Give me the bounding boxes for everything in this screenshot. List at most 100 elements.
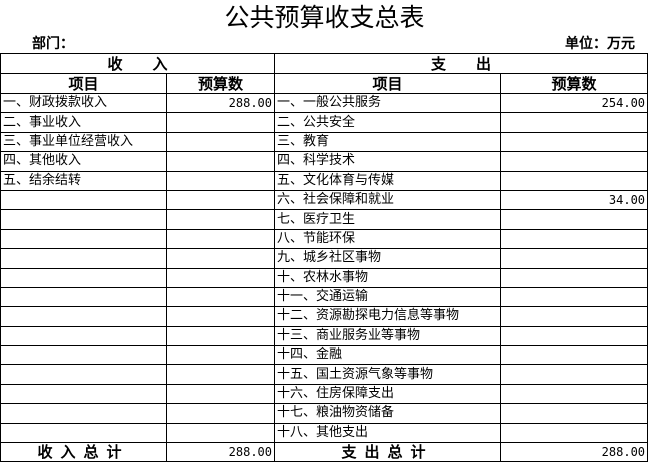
table-row: 十、农林水事物 (0, 267, 649, 288)
table-row: 七、医疗卫生 (0, 209, 649, 230)
table-row: 三、事业单位经营收入 三、教育 (0, 131, 649, 153)
expense-value-cell (500, 228, 649, 250)
expense-value-cell (500, 151, 649, 172)
income-item-cell (0, 364, 167, 385)
expense-value-cell (500, 403, 649, 424)
expense-item-cell: 十四、金融 (274, 345, 502, 366)
expense-item-cell: 一、一般公共服务 (274, 92, 502, 114)
expense-value-cell (500, 364, 649, 385)
income-value-cell (165, 112, 276, 133)
income-value-cell (165, 131, 276, 153)
income-item-cell (0, 383, 167, 405)
expense-total-label: 支出总计 (274, 442, 502, 462)
expense-value-cell (500, 267, 649, 288)
expense-header: 支 出 (274, 53, 649, 74)
income-item-cell (0, 228, 167, 250)
expense-value-cell (500, 306, 649, 327)
table-row: 九、城乡社区事物 (0, 248, 649, 269)
unit-label: 单位：万元 (565, 36, 635, 52)
expense-item-cell: 三、教育 (274, 131, 502, 153)
income-value-cell (165, 248, 276, 269)
expense-item-header: 项目 (274, 73, 502, 94)
table-row: 十二、资源勘探电力信息等事物 (0, 306, 649, 327)
income-item-cell (0, 209, 167, 230)
expense-item-cell: 八、节能环保 (274, 228, 502, 250)
income-value-cell (165, 364, 276, 385)
table-row: 十五、国土资源气象等事物 (0, 364, 649, 385)
income-item-cell (0, 422, 167, 444)
table-row: 十四、金融 (0, 345, 649, 366)
income-item-cell: 四、其他收入 (0, 151, 167, 172)
income-item-header: 项目 (0, 73, 167, 94)
income-total-label: 收入总计 (0, 442, 167, 462)
expense-item-cell: 十六、住房保障支出 (274, 383, 502, 405)
income-value-cell (165, 286, 276, 308)
income-item-cell (0, 345, 167, 366)
table-row: 一、财政拨款收入 288.00 一、一般公共服务 254.00 (0, 92, 649, 114)
expense-item-cell: 六、社会保障和就业 (274, 189, 502, 211)
budget-table: 收 入 支 出 项目 预算数 项目 预算数 一、财政拨款收入 288.00 一、一般… (0, 53, 649, 462)
expense-item-cell: 十七、粮油物资储备 (274, 403, 502, 424)
expense-value-cell (500, 325, 649, 347)
expense-value-cell (500, 112, 649, 133)
expense-value-cell (500, 383, 649, 405)
income-item-cell (0, 403, 167, 424)
expense-value-cell (500, 248, 649, 269)
income-value-cell (165, 345, 276, 366)
income-total-value: 288.00 (165, 442, 276, 462)
table-row: 八、节能环保 (0, 228, 649, 250)
income-value-cell: 288.00 (165, 92, 276, 114)
table-row: 四、其他收入 四、科学技术 (0, 151, 649, 172)
income-item-cell: 二、事业收入 (0, 112, 167, 133)
income-value-cell (165, 422, 276, 444)
expense-value-cell: 254.00 (500, 92, 649, 114)
expense-item-cell: 十八、其他支出 (274, 422, 502, 444)
expense-item-cell: 十、农林水事物 (274, 267, 502, 288)
expense-value-cell (500, 345, 649, 366)
table-row: 五、结余结转 五、文化体育与传媒 (0, 170, 649, 191)
income-header: 收 入 (0, 53, 276, 74)
income-item-cell (0, 306, 167, 327)
expense-total-value: 288.00 (500, 442, 649, 462)
expense-item-cell: 十五、国土资源气象等事物 (274, 364, 502, 385)
page-title: 公共预算收支总表 (224, 3, 425, 32)
income-item-cell (0, 286, 167, 308)
income-value-cell (165, 383, 276, 405)
income-budget-header: 预算数 (165, 73, 276, 94)
expense-value-cell (500, 170, 649, 191)
expense-value-cell (500, 422, 649, 444)
income-value-cell (165, 209, 276, 230)
income-value-cell (165, 228, 276, 250)
expense-value-cell (500, 286, 649, 308)
expense-item-cell: 二、公共安全 (274, 112, 502, 133)
table-row: 二、事业收入 二、公共安全 (0, 112, 649, 133)
income-item-cell: 五、结余结转 (0, 170, 167, 191)
expense-item-cell: 十三、商业服务业等事物 (274, 325, 502, 347)
income-value-cell (165, 189, 276, 211)
table-row: 十八、其他支出 (0, 422, 649, 444)
income-value-cell (165, 170, 276, 191)
table-row: 十三、商业服务业等事物 (0, 325, 649, 347)
expense-value-cell (500, 131, 649, 153)
income-item-cell: 一、财政拨款收入 (0, 92, 167, 114)
income-value-cell (165, 151, 276, 172)
expense-item-cell: 十一、交通运输 (274, 286, 502, 308)
expense-item-cell: 九、城乡社区事物 (274, 248, 502, 269)
expense-value-cell: 34.00 (500, 189, 649, 211)
expense-item-cell: 五、文化体育与传媒 (274, 170, 502, 191)
totals-row: 收入总计 288.00 支出总计 288.00 (0, 442, 649, 462)
income-item-cell (0, 248, 167, 269)
income-value-cell (165, 325, 276, 347)
table-row: 十六、住房保障支出 (0, 383, 649, 405)
income-item-cell (0, 325, 167, 347)
expense-value-cell (500, 209, 649, 230)
table-row: 十一、交通运输 (0, 286, 649, 308)
income-value-cell (165, 403, 276, 424)
department-label: 部门： (32, 36, 74, 52)
expense-item-cell: 四、科学技术 (274, 151, 502, 172)
income-item-cell (0, 267, 167, 288)
income-item-cell: 三、事业单位经营收入 (0, 131, 167, 153)
table-row: 十七、粮油物资储备 (0, 403, 649, 424)
expense-item-cell: 十二、资源勘探电力信息等事物 (274, 306, 502, 327)
table-row: 六、社会保障和就业 34.00 (0, 189, 649, 211)
